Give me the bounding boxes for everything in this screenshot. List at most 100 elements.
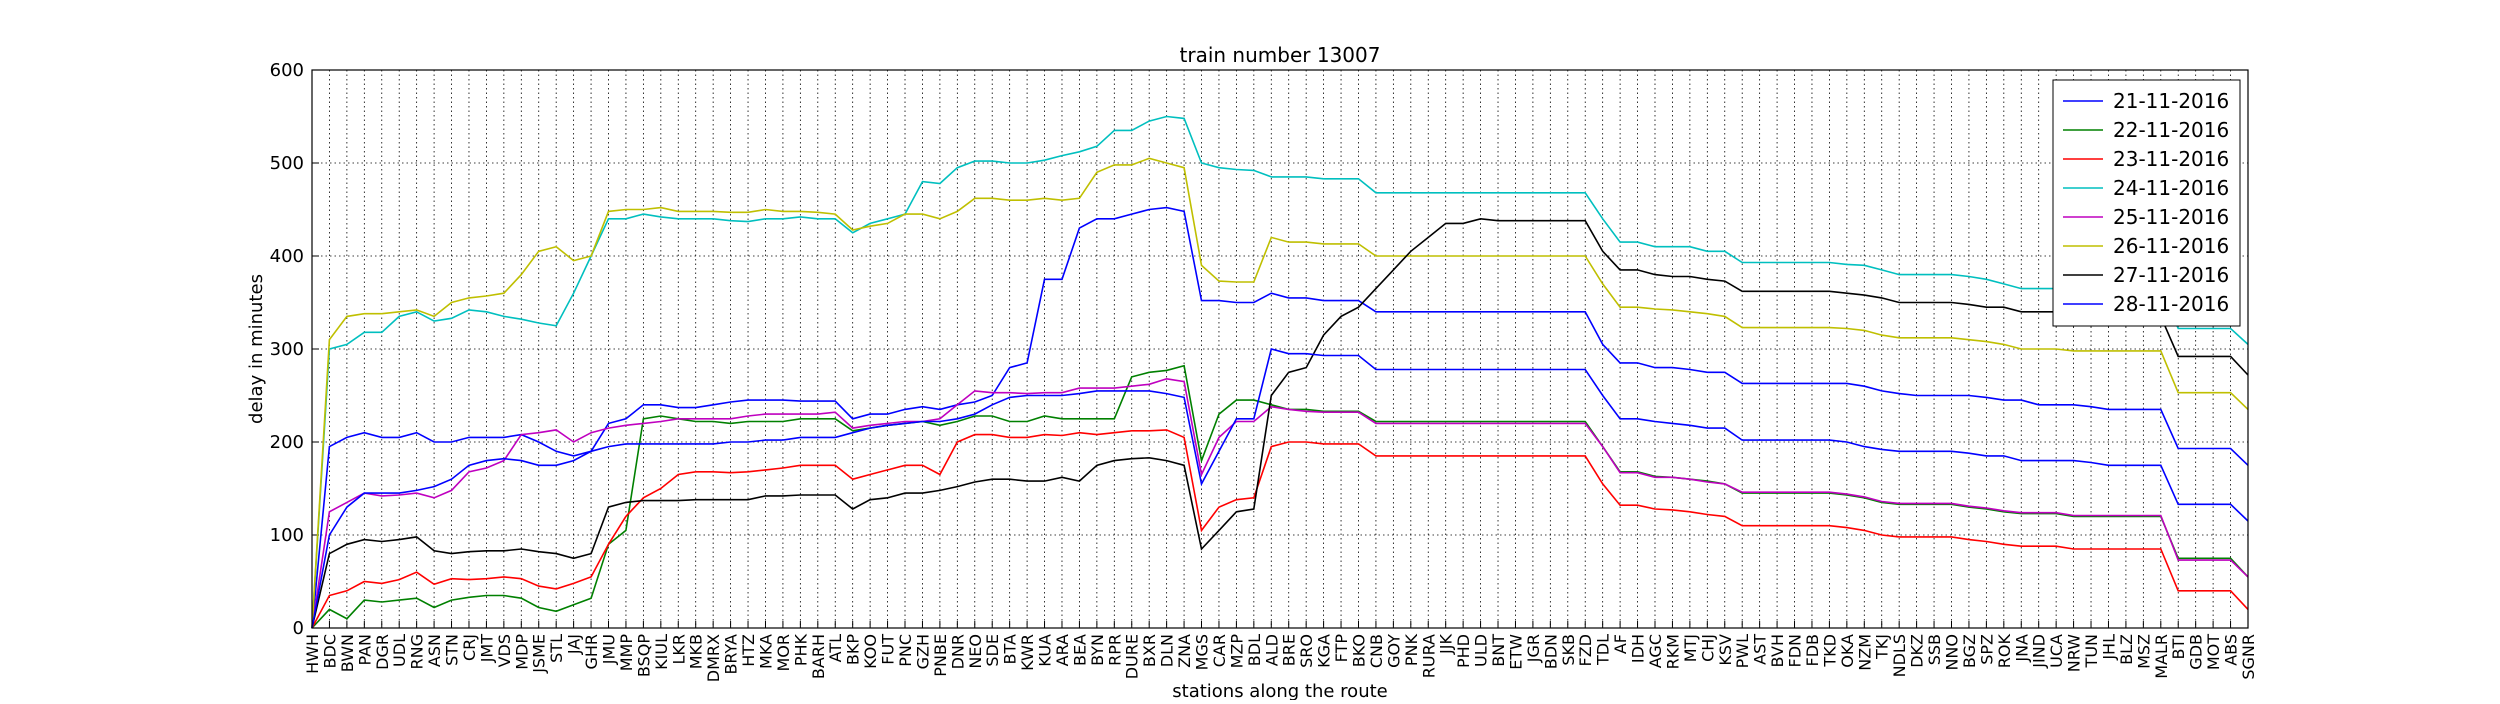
x-tick-label: MKB bbox=[687, 634, 706, 669]
x-tick-label: GZH bbox=[913, 634, 932, 669]
x-tick-label: KWR bbox=[1018, 634, 1037, 671]
x-tick-label: BEA bbox=[1070, 634, 1089, 666]
y-axis-label: delay in minutes bbox=[246, 274, 267, 424]
x-tick-label: GHR bbox=[582, 634, 601, 670]
x-tick-label: KGA bbox=[1315, 634, 1334, 668]
x-tick-label: NRW bbox=[2065, 634, 2084, 672]
x-tick-label: FZD bbox=[1576, 634, 1595, 666]
x-tick-label: JNA bbox=[2012, 634, 2031, 663]
x-tick-label: BTI bbox=[2169, 634, 2188, 659]
x-tick-label: UDL bbox=[390, 634, 409, 667]
x-axis-label: stations along the route bbox=[1172, 681, 1387, 700]
y-tick-label: 500 bbox=[270, 153, 304, 174]
x-tick-label: ETW bbox=[1506, 634, 1525, 670]
x-tick-label: KUA bbox=[1036, 634, 1055, 667]
x-tick-label: JMU bbox=[600, 634, 619, 665]
y-tick-label: 100 bbox=[270, 525, 304, 546]
y-tick-label: 0 bbox=[293, 618, 304, 639]
x-tick-label: DLN bbox=[1158, 634, 1177, 667]
x-tick-label: BDN bbox=[1541, 634, 1560, 669]
x-tick-label: KSV bbox=[1716, 634, 1735, 666]
series-line bbox=[311, 217, 2249, 629]
x-tick-label: TUN bbox=[2082, 634, 2101, 668]
legend-label: 21-11-2016 bbox=[2113, 89, 2229, 113]
series-line bbox=[311, 429, 2249, 629]
plot-frame bbox=[311, 69, 2249, 629]
x-tick-label: TKJ bbox=[1873, 634, 1892, 660]
x-tick-label: AF bbox=[1611, 634, 1630, 654]
x-tick-label: PWL bbox=[1733, 634, 1752, 668]
x-tick-label: DNR bbox=[948, 634, 967, 669]
x-tick-label: DURE bbox=[1123, 634, 1142, 679]
x-tick-label: DGR bbox=[373, 634, 392, 670]
x-tick-label: BYN bbox=[1088, 634, 1107, 666]
x-tick-label: MZP bbox=[1227, 634, 1246, 669]
x-tick-label: SRO bbox=[1297, 634, 1316, 668]
y-tick-label: 300 bbox=[270, 339, 304, 360]
series-line bbox=[311, 348, 2249, 629]
x-tick-label: SPZ bbox=[1977, 634, 1996, 665]
x-tick-label: NDLS bbox=[1890, 634, 1909, 677]
x-tick-label: MTJ bbox=[1681, 634, 1700, 662]
x-tick-label: JMT bbox=[477, 634, 496, 664]
x-tick-label: BDC bbox=[320, 634, 339, 668]
legend-label: 26-11-2016 bbox=[2113, 234, 2229, 258]
x-tick-label: IDH bbox=[1629, 634, 1648, 663]
x-tick-label: BGZ bbox=[1960, 634, 1979, 668]
x-tick-label: BLZ bbox=[2117, 634, 2136, 665]
x-tick-label: MSZ bbox=[2134, 634, 2153, 669]
x-tick-label: PHK bbox=[791, 633, 810, 666]
x-tick-label: CHJ bbox=[1698, 634, 1717, 662]
x-tick-label: ALD bbox=[1262, 634, 1281, 666]
x-tick-label: MDP bbox=[512, 634, 531, 670]
x-tick-label: SDE bbox=[983, 634, 1002, 667]
x-tick-label: DMRX bbox=[704, 634, 723, 682]
x-tick-label: RURA bbox=[1419, 634, 1438, 678]
legend-label: 28-11-2016 bbox=[2113, 292, 2229, 316]
series-line bbox=[311, 364, 2249, 629]
x-tick-label: FDB bbox=[1803, 634, 1822, 667]
x-tick-label: CAR bbox=[1210, 634, 1229, 667]
x-tick-label: MMP bbox=[617, 634, 636, 672]
x-tick-label: STN bbox=[443, 634, 462, 666]
x-tick-label: FUT bbox=[879, 634, 898, 665]
x-tick-label: JSME bbox=[530, 634, 549, 674]
x-tick-label: ROK bbox=[1995, 633, 2014, 668]
x-tick-label: MALR bbox=[2152, 634, 2171, 679]
x-tick-label: ABS bbox=[2222, 634, 2241, 666]
x-tick-label: ATL bbox=[826, 634, 845, 662]
x-tick-label: KOO bbox=[861, 634, 880, 669]
x-tick-label: AST bbox=[1751, 634, 1770, 665]
x-tick-label: BRYA bbox=[722, 634, 741, 675]
x-tick-label: MOT bbox=[2204, 634, 2223, 670]
x-tick-label: HWH bbox=[303, 634, 322, 674]
y-tick-label: 200 bbox=[270, 432, 304, 453]
x-tick-label: RNG bbox=[408, 634, 427, 669]
x-tick-label: MOR bbox=[774, 634, 793, 672]
x-tick-label: NNO bbox=[1942, 634, 1961, 671]
x-tick-label: LKR bbox=[669, 634, 688, 665]
series-line bbox=[311, 377, 2249, 629]
legend-label: 27-11-2016 bbox=[2113, 263, 2229, 287]
x-tick-label: JAJ bbox=[565, 634, 584, 655]
x-tick-label: TKD bbox=[1820, 634, 1839, 668]
x-tick-label: ARA bbox=[1053, 634, 1072, 666]
x-tick-label: PHD bbox=[1454, 634, 1473, 668]
x-tick-label: PNK bbox=[1402, 633, 1421, 666]
x-tick-label: SGNR bbox=[2239, 634, 2258, 680]
x-tick-label: HTZ bbox=[739, 634, 758, 667]
x-tick-label: BARH bbox=[809, 634, 828, 679]
x-tick-label: RKM bbox=[1663, 634, 1682, 669]
x-tick-label: GOY bbox=[1384, 634, 1403, 668]
x-tick-label: NZM bbox=[1855, 634, 1874, 671]
y-tick-label: 400 bbox=[270, 246, 304, 267]
x-tick-label: JHL bbox=[2099, 634, 2118, 661]
x-tick-label: GDB bbox=[2187, 634, 2206, 670]
series-line bbox=[311, 157, 2249, 629]
x-tick-label: BSQP bbox=[634, 634, 653, 677]
legend-label: 22-11-2016 bbox=[2113, 118, 2229, 142]
x-tick-label: BNT bbox=[1489, 634, 1508, 667]
x-tick-label: MKA bbox=[756, 634, 775, 669]
x-tick-label: FTP bbox=[1332, 634, 1351, 663]
series-line bbox=[311, 115, 2249, 629]
